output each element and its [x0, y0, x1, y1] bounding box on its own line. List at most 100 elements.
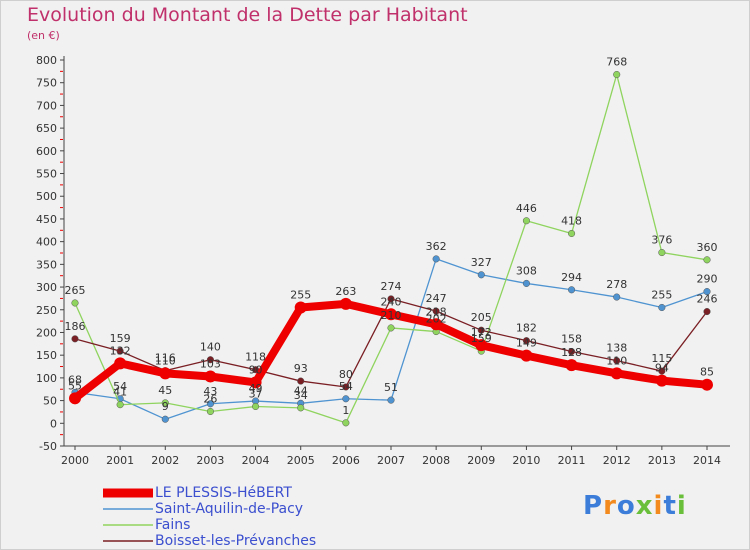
x-tick-label: 2009 — [467, 454, 495, 467]
chart-title: Evolution du Montant de la Dette par Hab… — [27, 4, 468, 26]
data-label: 210 — [381, 309, 402, 322]
legend-label: Fains — [155, 517, 191, 533]
y-tick-label: 150 — [36, 349, 57, 362]
data-point-saint-aquilin-de-pacy — [342, 395, 350, 403]
data-label: 115 — [651, 352, 672, 365]
data-label: 159 — [471, 332, 492, 345]
data-point-le-plessis-hebert — [159, 367, 172, 380]
legend-swatch — [103, 540, 153, 542]
data-point-boisset-les-prevanches — [522, 337, 530, 345]
x-tick-label: 2002 — [151, 454, 179, 467]
y-tick-label: 750 — [36, 77, 57, 90]
data-label: 265 — [65, 284, 86, 297]
data-label: 446 — [516, 202, 537, 215]
proxiti-logo: Proxiti — [583, 491, 687, 521]
legend-item-saint-aquilin-de-pacy[interactable]: Saint-Aquilin-de-Pacy — [103, 501, 303, 517]
data-label: 45 — [158, 384, 172, 397]
data-label: 54 — [339, 380, 353, 393]
data-label: 54 — [113, 380, 127, 393]
y-tick-label: 0 — [50, 417, 57, 430]
data-label: 128 — [561, 346, 582, 359]
data-point-saint-aquilin-de-pacy — [613, 293, 621, 301]
data-label: 218 — [426, 305, 447, 318]
data-point-le-plessis-hebert — [610, 367, 623, 380]
data-label: 26 — [203, 392, 217, 405]
data-label: 118 — [245, 351, 266, 364]
data-point-le-plessis-hebert — [249, 376, 262, 389]
data-point-le-plessis-hebert — [701, 378, 713, 391]
data-label: 140 — [200, 341, 221, 354]
x-tick-label: 2012 — [603, 454, 631, 467]
y-tick-label: 200 — [36, 326, 57, 339]
data-label: 90 — [249, 363, 263, 376]
data-label: 255 — [651, 288, 672, 301]
data-point-fains — [206, 407, 214, 416]
y-tick-label: 500 — [36, 190, 57, 203]
data-label: 68 — [68, 373, 82, 386]
legend-item-boisset-les-prevanches[interactable]: Boisset-les-Prévanches — [103, 533, 316, 549]
data-label: 43 — [203, 385, 217, 398]
data-point-saint-aquilin-de-pacy — [387, 396, 395, 404]
data-label: 138 — [606, 342, 627, 355]
data-point-saint-aquilin-de-pacy — [522, 279, 530, 287]
data-label: 158 — [561, 333, 582, 346]
data-point-boisset-les-prevanches — [116, 347, 124, 355]
data-point-saint-aquilin-de-pacy — [658, 303, 666, 312]
x-tick-label: 2008 — [422, 454, 450, 467]
data-label: 768 — [606, 56, 627, 69]
data-label: 240 — [381, 295, 402, 308]
x-tick-label: 2003 — [196, 454, 224, 467]
data-label: 274 — [381, 280, 402, 293]
data-point-le-plessis-hebert — [69, 392, 81, 405]
x-tick-label: 2010 — [512, 454, 540, 467]
data-label: 263 — [335, 285, 356, 298]
y-tick-label: 400 — [36, 236, 57, 249]
data-label: 44 — [294, 384, 308, 397]
data-point-le-plessis-hebert — [655, 374, 668, 387]
data-point-boisset-les-prevanches — [342, 383, 350, 391]
data-point-saint-aquilin-de-pacy — [477, 271, 485, 279]
data-label: 376 — [651, 234, 672, 247]
data-point-fains — [568, 229, 576, 238]
data-label: 308 — [516, 264, 537, 277]
y-tick-label: 600 — [36, 145, 57, 158]
data-point-boisset-les-prevanches — [297, 377, 305, 385]
data-point-saint-aquilin-de-pacy — [161, 415, 169, 423]
x-tick-label: 2007 — [377, 454, 405, 467]
data-point-fains — [522, 217, 530, 225]
data-label: 186 — [65, 320, 86, 333]
data-label: 202 — [426, 313, 447, 326]
data-label: 205 — [471, 311, 492, 324]
x-tick-label: 2005 — [287, 454, 315, 467]
legend-label: Boisset-les-Prévanches — [155, 533, 317, 549]
legend-swatch — [103, 488, 153, 498]
data-point-fains — [387, 324, 395, 332]
data-label: 132 — [110, 344, 131, 357]
y-tick-label: -50 — [39, 440, 57, 453]
data-point-fains — [71, 299, 79, 307]
legend-item-fains[interactable]: Fains — [103, 517, 190, 533]
legend-label: Saint-Aquilin-de-Pacy — [155, 501, 304, 517]
data-label: 80 — [339, 368, 353, 381]
data-label: 55 — [68, 379, 82, 392]
y-tick-label: 100 — [36, 372, 57, 385]
legend-item-le-plessis-hebert[interactable]: LE PLESSIS-HéBERT — [103, 485, 292, 501]
y-tick-label: 550 — [36, 168, 57, 181]
data-point-saint-aquilin-de-pacy — [568, 286, 576, 294]
data-label: 246 — [697, 293, 718, 306]
y-tick-label: 300 — [36, 281, 57, 294]
data-point-boisset-les-prevanches — [613, 357, 621, 365]
x-tick-label: 2014 — [693, 454, 721, 467]
data-point-boisset-les-prevanches — [658, 367, 666, 375]
data-point-le-plessis-hebert — [475, 339, 488, 352]
data-label: 49 — [249, 382, 263, 395]
data-point-boisset-les-prevanches — [387, 295, 395, 303]
data-point-fains — [252, 402, 260, 411]
data-label: 41 — [113, 386, 127, 399]
data-point-le-plessis-hebert — [294, 301, 307, 314]
data-point-le-plessis-hebert — [339, 297, 352, 310]
data-label: 116 — [155, 352, 176, 365]
data-label: 172 — [471, 326, 492, 339]
